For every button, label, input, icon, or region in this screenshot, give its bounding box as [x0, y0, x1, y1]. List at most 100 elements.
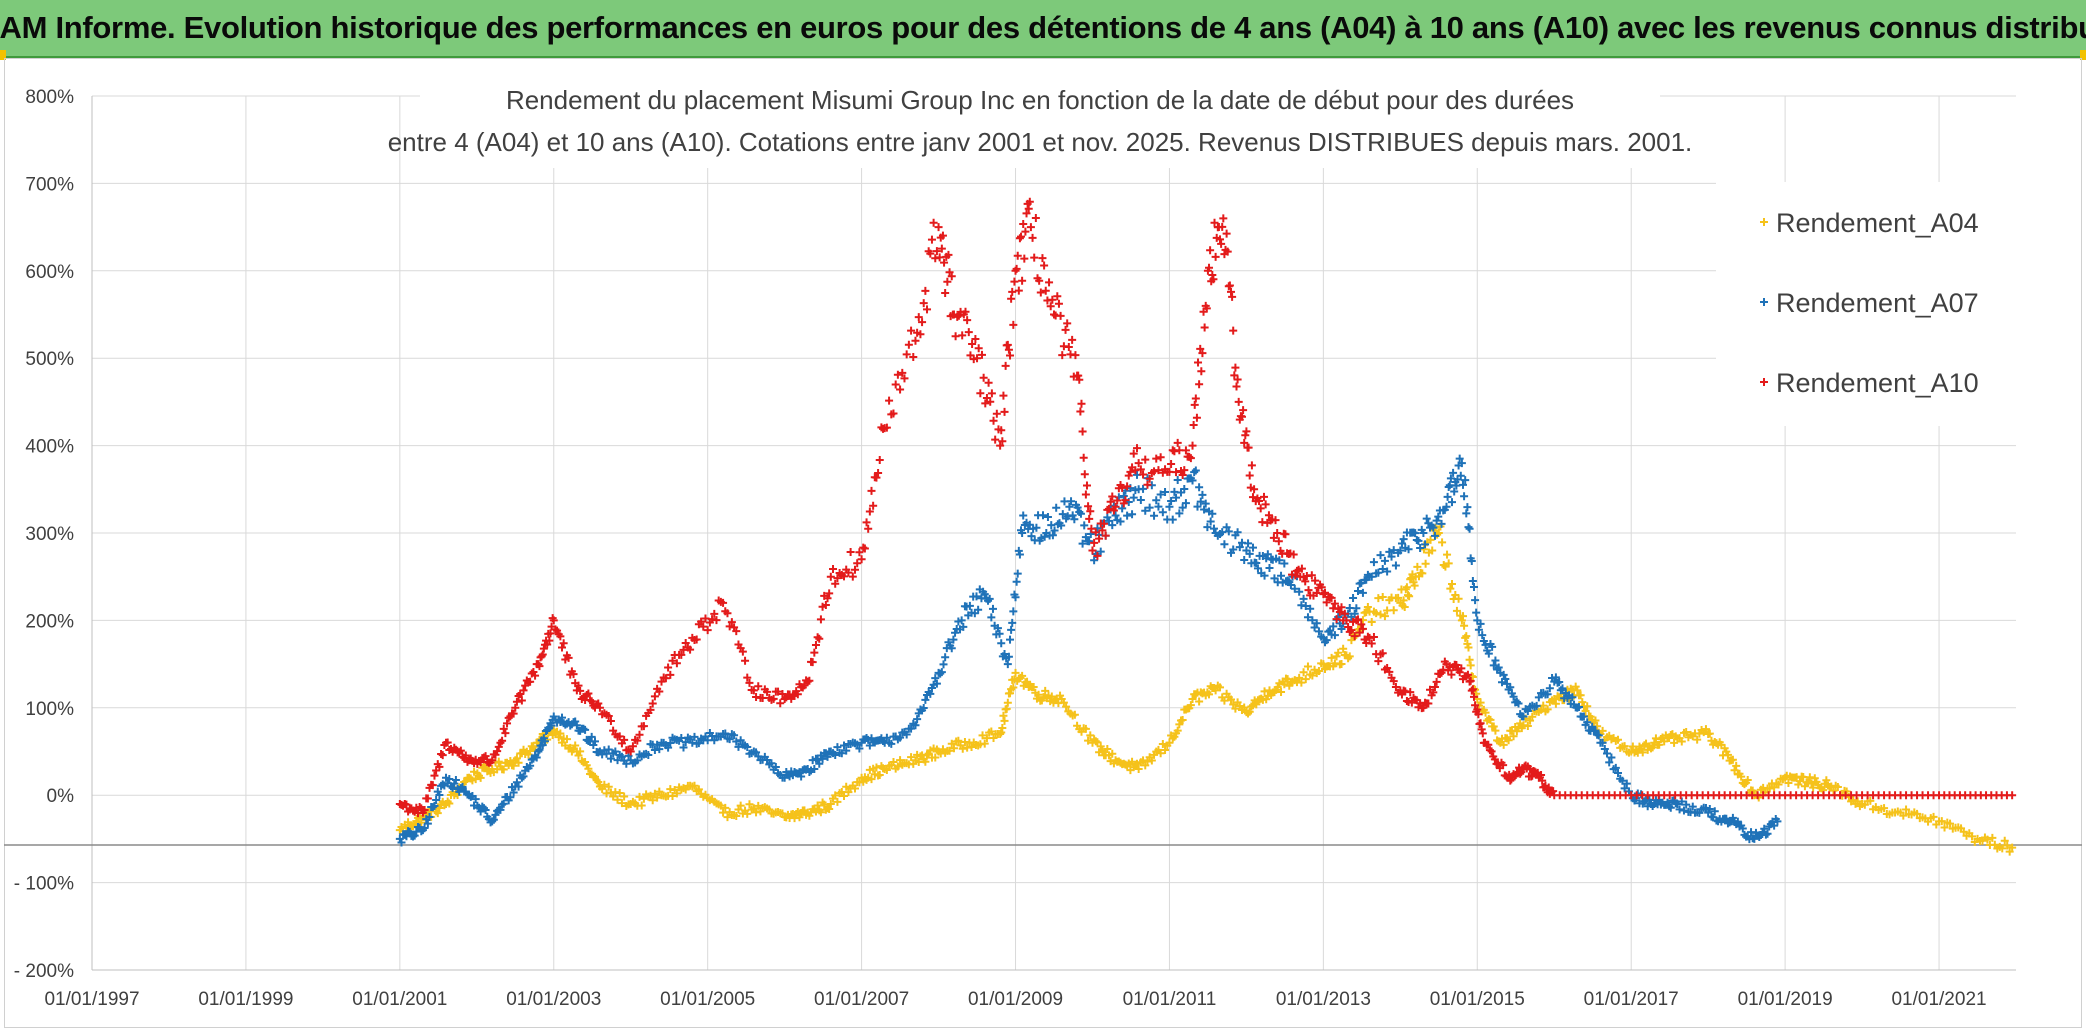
legend-label: Rendement_A07: [1776, 288, 1979, 318]
data-point: [1327, 593, 1336, 602]
data-point: [1167, 497, 1176, 506]
data-point: [1080, 470, 1089, 479]
data-point: [1476, 619, 1485, 628]
data-point: [1367, 572, 1376, 581]
data-point: [1411, 529, 1420, 538]
data-point: [690, 732, 699, 741]
data-point: [743, 742, 752, 751]
data-point: [1158, 739, 1167, 748]
data-point: [1186, 454, 1195, 463]
data-point: [1291, 571, 1300, 580]
data-point: [874, 469, 883, 478]
data-point: [626, 747, 635, 756]
data-point: [1432, 516, 1441, 525]
data-point: [1311, 576, 1320, 585]
data-point: [1701, 725, 1710, 734]
data-point: [1737, 772, 1746, 781]
data-point: [754, 682, 763, 691]
data-point: [712, 616, 721, 625]
axis-layer: 800% 700% 600% 500% 400% 300% 200% 100% 0% - 100%…: [4, 87, 2082, 1010]
data-point: [1583, 702, 1592, 711]
data-point: [1029, 682, 1038, 691]
data-point: [1188, 695, 1197, 704]
x-tick-label: 01/01/2009: [968, 989, 1063, 1010]
data-point: [1011, 668, 1020, 677]
data-point: [558, 713, 567, 722]
data-point: [2008, 843, 2017, 852]
data-point: [1123, 511, 1132, 520]
data-point: [1487, 747, 1496, 756]
x-tick-label: 01/01/2011: [1123, 989, 1217, 1010]
data-point: [805, 767, 814, 776]
data-point: [793, 690, 802, 699]
data-point: [727, 618, 736, 627]
data-point: [1523, 706, 1532, 715]
data-point: [723, 813, 732, 822]
data-point: [1018, 529, 1027, 538]
data-point: [655, 687, 664, 696]
data-point: [723, 609, 732, 618]
data-point: [1301, 675, 1310, 684]
data-point: [963, 316, 972, 325]
data-point: [1003, 698, 1012, 707]
data-point: [938, 231, 947, 240]
data-point: [1101, 531, 1110, 540]
data-point: [1022, 209, 1031, 218]
data-point: [535, 662, 544, 671]
data-point: [517, 773, 526, 782]
data-point: [1743, 775, 1752, 784]
data-point: [535, 745, 544, 754]
data-point: [1082, 481, 1091, 490]
data-point: [1402, 583, 1411, 592]
data-point: [1319, 590, 1328, 599]
data-point: [1109, 506, 1118, 515]
data-point: [635, 792, 644, 801]
data-point: [1063, 319, 1072, 328]
data-point: [481, 752, 490, 761]
x-tick-label: 01/01/2021: [1891, 989, 1986, 1010]
data-point: [1462, 672, 1471, 681]
data-point: [1198, 349, 1207, 358]
data-point: [998, 723, 1007, 732]
data-point: [988, 604, 997, 613]
data-point: [1119, 492, 1128, 501]
data-point: [488, 756, 497, 765]
data-point: [545, 636, 554, 645]
data-point: [1822, 776, 1831, 785]
data-point: [1240, 555, 1249, 564]
data-point: [889, 757, 898, 766]
data-point: [1253, 564, 1262, 573]
data-point: [1235, 701, 1244, 710]
data-point: [1209, 275, 1218, 284]
data-point: [810, 765, 819, 774]
data-point: [1314, 627, 1323, 636]
data-point: [1551, 699, 1560, 708]
y-tick-label: - 100%: [14, 874, 74, 895]
data-point: [1015, 550, 1024, 559]
data-point: [606, 754, 615, 763]
data-point: [831, 791, 840, 800]
data-point: [1476, 698, 1485, 707]
data-point: [514, 758, 523, 767]
data-point: [1123, 482, 1132, 491]
data-point: [941, 653, 950, 662]
data-point: [1760, 824, 1769, 833]
data-point: [840, 572, 849, 581]
data-point: [1129, 449, 1138, 458]
data-point: [1129, 493, 1138, 502]
data-point: [951, 628, 960, 637]
data-point: [1209, 524, 1218, 533]
data-point: [1071, 351, 1080, 360]
data-point: [574, 681, 583, 690]
data-point: [1334, 648, 1343, 657]
data-point: [1598, 726, 1607, 735]
data-point: [823, 594, 832, 603]
data-point: [732, 812, 741, 821]
data-point: [1078, 539, 1087, 548]
data-point: [1018, 276, 1027, 285]
data-point: [1012, 264, 1021, 273]
data-point: [1230, 371, 1239, 380]
data-point: [916, 330, 925, 339]
data-point: [1085, 537, 1094, 546]
data-point: [1485, 746, 1494, 755]
